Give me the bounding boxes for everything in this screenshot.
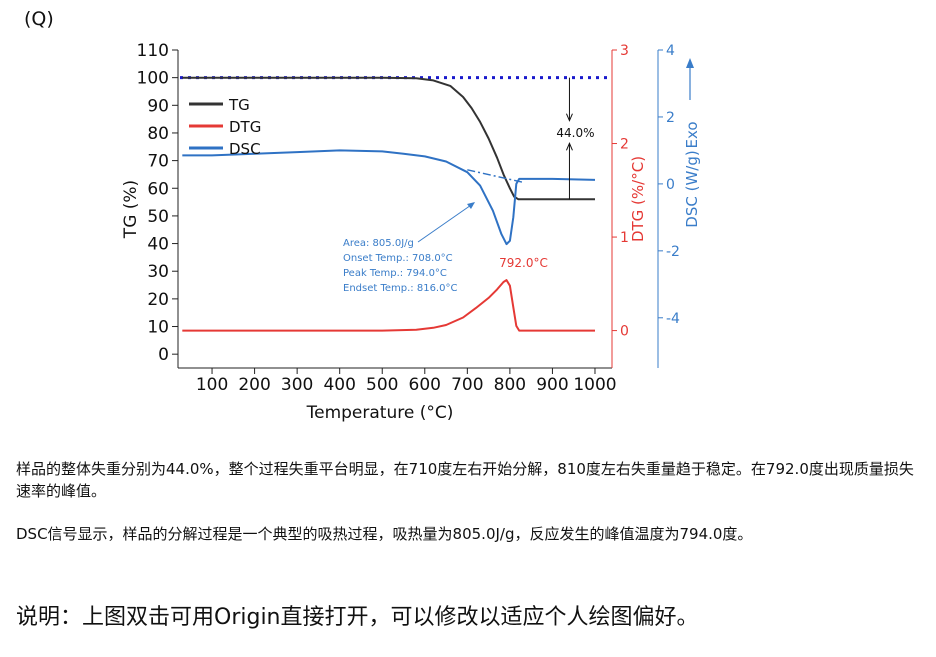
dtg-tick-label: 1 (620, 230, 629, 246)
tg-tick-label: 90 (147, 96, 169, 116)
x-axis-label: Temperature (°C) (306, 403, 454, 423)
description-mass-loss: 样品的整体失重分别为44.0%，整个过程失重平台明显，在710度左右开始分解，8… (16, 460, 914, 500)
mass-loss-arrowhead-top (565, 113, 573, 122)
dsc-pointer-line (417, 202, 475, 243)
panel-label: (Q) (24, 8, 54, 30)
mass-loss-arrowhead-bottom (565, 142, 573, 151)
exo-label: Exo (683, 121, 701, 148)
dsc-baseline (467, 169, 523, 183)
tg-tick-label: 100 (137, 69, 169, 89)
dsc-tick-label: -2 (666, 244, 680, 260)
dtg-tick-label: 2 (620, 137, 629, 153)
dsc-annotation-line: Onset Temp.: 708.0°C (343, 253, 453, 264)
description-dsc: DSC信号显示，样品的分解过程是一个典型的吸热过程，吸热量为805.0J/g，反… (16, 525, 753, 543)
tg-tick-label: 50 (147, 207, 169, 227)
tg-tick-label: 30 (147, 262, 169, 282)
dsc-tick-label: -4 (666, 311, 680, 327)
tg-tick-label: 80 (147, 124, 169, 144)
dtg-peak-label: 792.0°C (499, 256, 548, 270)
dsc-axis-label: DSC (W/g) (683, 150, 701, 227)
dsc-pointer-head (467, 202, 475, 209)
dsc-annotation-line: Endset Temp.: 816.0°C (343, 283, 457, 294)
dsc-tick-label: 4 (666, 43, 675, 59)
dtg-tick-label: 3 (620, 43, 629, 59)
tg-tick-label: 60 (147, 179, 169, 199)
tg-tick-label: 70 (147, 152, 169, 172)
x-tick-label: 900 (536, 375, 568, 395)
x-tick-label: 300 (281, 375, 313, 395)
legend-label-tg: TG (228, 96, 250, 114)
x-tick-label: 600 (409, 375, 441, 395)
series-dsc-line (182, 149, 596, 246)
dtg-axis-label: DTG (%/°C) (629, 156, 647, 242)
tg-tick-label: 20 (147, 290, 169, 310)
tg-tick-label: 0 (158, 345, 169, 365)
dtg-tick-label: 0 (620, 324, 629, 340)
legend-label-dsc: DSC (229, 140, 261, 158)
x-tick-label: 700 (451, 375, 483, 395)
x-tick-label: 200 (238, 375, 270, 395)
x-tick-label: 500 (366, 375, 398, 395)
note-origin: 说明：上图双击可用Origin直接打开，可以修改以适应个人绘图偏好。 (16, 605, 699, 630)
series-dtg-line (182, 279, 595, 332)
x-tick-label: 100 (196, 375, 228, 395)
exo-arrow-head (686, 58, 694, 68)
x-tick-label: 400 (323, 375, 355, 395)
dsc-annotation-line: Peak Temp.: 794.0°C (343, 268, 447, 279)
tg-dtg-dsc-chart: 100 200 300 400 500 600 700 800 900 1000Temperatu… (121, 41, 701, 423)
tg-tick-label: 40 (147, 235, 169, 255)
tg-axis-label: TG (%) (121, 180, 141, 239)
tg-tick-label: 10 (147, 318, 169, 338)
mass-loss-label: 44.0% (556, 126, 594, 140)
tg-tick-label: 110 (137, 41, 169, 61)
dsc-tick-label: 0 (666, 177, 675, 193)
x-tick-label: 1000 (573, 375, 616, 395)
series-tg-line (182, 76, 595, 201)
x-tick-label: 800 (494, 375, 526, 395)
dsc-tick-label: 2 (666, 110, 675, 126)
dsc-annotation-line: Area: 805.0J/g (343, 238, 414, 249)
legend-label-dtg: DTG (229, 118, 261, 136)
